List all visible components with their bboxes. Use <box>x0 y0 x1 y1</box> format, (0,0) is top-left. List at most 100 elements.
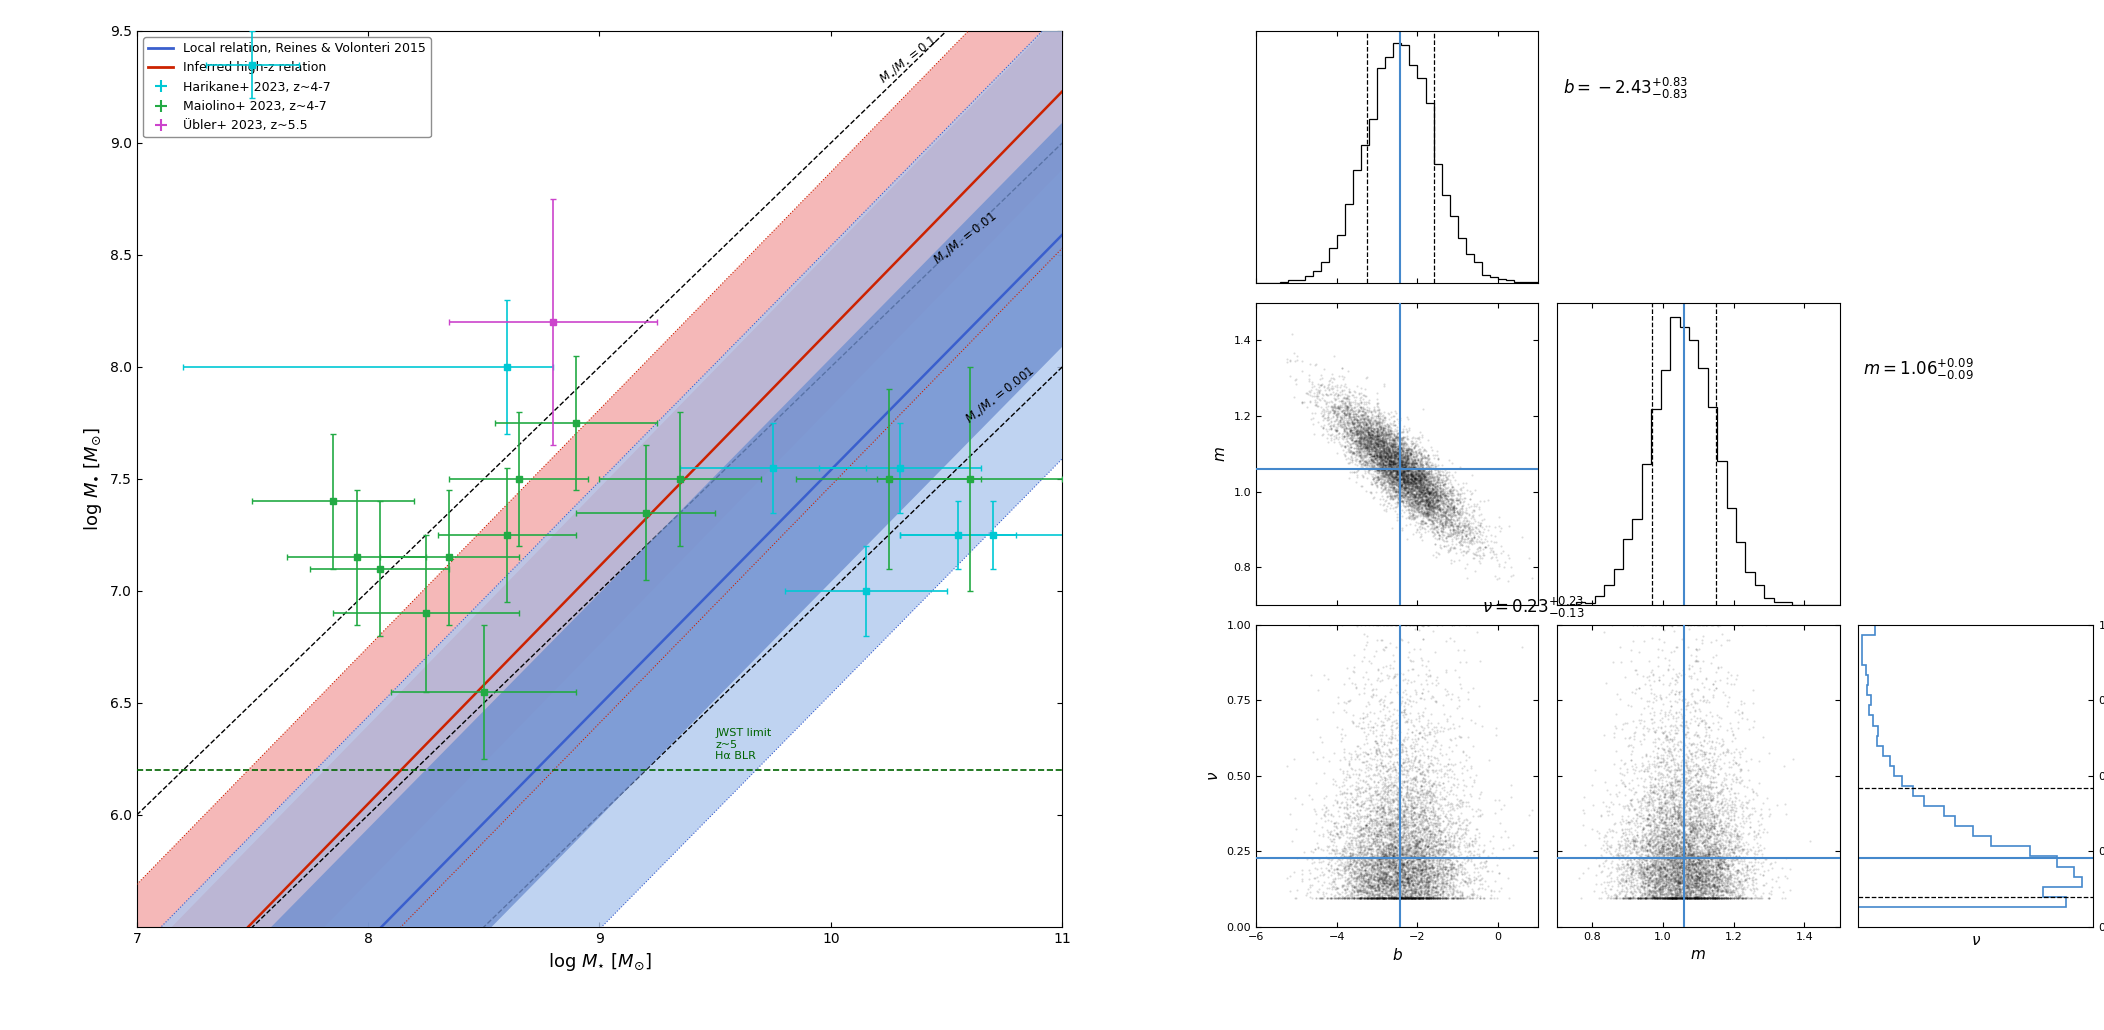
Point <box>1334 414 1368 431</box>
Point <box>1349 809 1382 825</box>
Point <box>1403 889 1437 905</box>
Point <box>1607 862 1641 879</box>
Point <box>1370 830 1403 847</box>
Point <box>1671 878 1704 894</box>
Point <box>1340 436 1374 452</box>
Point <box>1687 882 1721 898</box>
Point <box>1365 433 1399 449</box>
Point <box>1397 489 1431 506</box>
Point <box>1671 889 1704 905</box>
Point <box>1395 864 1429 881</box>
Point <box>1336 408 1370 424</box>
Point <box>1427 889 1460 905</box>
Point <box>1384 829 1418 846</box>
Point <box>1389 849 1422 865</box>
Point <box>1357 725 1391 742</box>
Point <box>1363 842 1397 858</box>
Point <box>1357 448 1391 465</box>
Point <box>1328 400 1361 416</box>
Point <box>1357 459 1391 476</box>
Point <box>1652 850 1685 866</box>
Point <box>1405 656 1439 673</box>
Point <box>1420 866 1454 883</box>
Point <box>1441 524 1475 541</box>
Point <box>1458 872 1492 889</box>
Point <box>1340 838 1374 855</box>
Point <box>1443 797 1477 814</box>
Point <box>1410 832 1443 849</box>
Point <box>1698 867 1732 884</box>
Point <box>1622 864 1656 881</box>
Point <box>1405 485 1439 502</box>
Point <box>1370 889 1403 905</box>
Point <box>1391 889 1424 905</box>
Point <box>1416 855 1450 871</box>
Point <box>1633 878 1666 894</box>
Point <box>1654 870 1687 887</box>
Point <box>1706 889 1740 905</box>
Point <box>1410 453 1443 470</box>
Point <box>1387 430 1420 446</box>
Point <box>1347 845 1380 861</box>
Point <box>1397 869 1431 886</box>
Point <box>1355 846 1389 862</box>
Point <box>1378 464 1412 480</box>
Point <box>1382 821 1416 837</box>
Point <box>1357 870 1391 887</box>
Point <box>1378 413 1412 430</box>
Point <box>1391 872 1424 889</box>
Point <box>1414 470 1448 486</box>
Point <box>1376 847 1410 863</box>
Point <box>1645 811 1679 827</box>
Point <box>1374 485 1408 502</box>
Point <box>1433 859 1466 876</box>
Point <box>1704 887 1738 903</box>
Point <box>1660 889 1694 905</box>
Point <box>1628 879 1662 895</box>
Point <box>1357 866 1391 883</box>
Point <box>1448 517 1481 534</box>
Point <box>1378 465 1412 481</box>
Point <box>1393 852 1427 868</box>
Point <box>1668 852 1702 868</box>
Point <box>1685 828 1719 845</box>
Point <box>1719 889 1753 905</box>
Point <box>1363 889 1397 905</box>
Point <box>1658 851 1692 867</box>
Point <box>1607 860 1641 877</box>
Point <box>1353 437 1387 453</box>
Point <box>1359 448 1393 465</box>
Point <box>1481 864 1515 881</box>
Point <box>1380 447 1414 464</box>
Point <box>1372 440 1405 456</box>
Point <box>1624 831 1658 848</box>
Point <box>1321 405 1355 421</box>
Point <box>1652 883 1685 899</box>
Point <box>1437 865 1471 882</box>
Point <box>1378 878 1412 894</box>
Point <box>1650 793 1683 810</box>
Point <box>1395 511 1429 527</box>
Point <box>1384 452 1418 469</box>
Point <box>1319 422 1353 439</box>
Point <box>1380 466 1414 482</box>
Point <box>1399 474 1433 490</box>
Point <box>1607 889 1641 905</box>
Point <box>1664 829 1698 846</box>
Point <box>1372 835 1405 852</box>
Point <box>1645 884 1679 900</box>
Point <box>1368 452 1401 469</box>
Point <box>1635 873 1668 890</box>
Point <box>1361 402 1395 418</box>
Point <box>1429 832 1462 849</box>
Point <box>1403 470 1437 486</box>
Point <box>1403 887 1437 903</box>
Point <box>1374 840 1408 857</box>
Point <box>1650 778 1683 794</box>
Point <box>1452 539 1485 555</box>
Point <box>1353 452 1387 469</box>
Point <box>1675 880 1708 896</box>
Point <box>1408 469 1441 485</box>
Point <box>1734 751 1767 767</box>
Point <box>1391 862 1424 879</box>
